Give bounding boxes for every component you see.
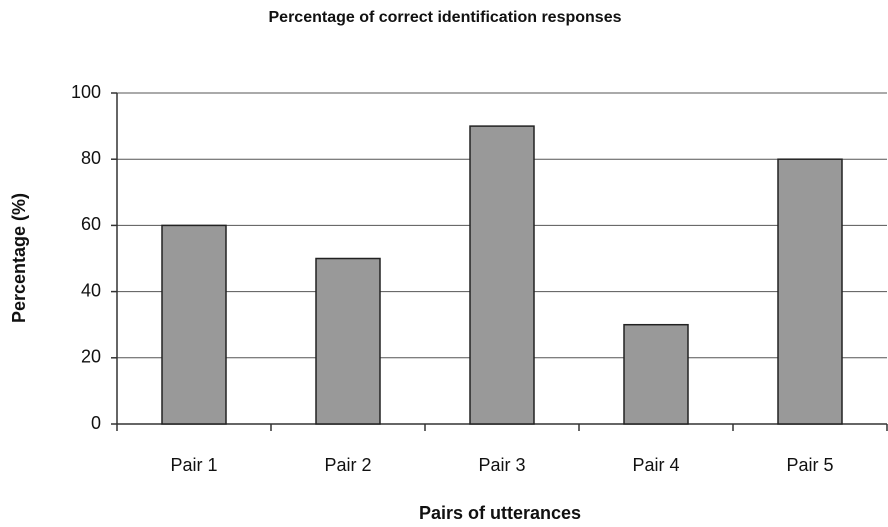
y-tick-label: 20 <box>81 347 101 367</box>
y-tick-label: 100 <box>71 82 101 102</box>
x-tick-label: Pair 1 <box>170 455 217 475</box>
bar <box>469 125 535 425</box>
bar <box>315 257 381 425</box>
x-tick-label: Pair 4 <box>632 455 679 475</box>
y-tick-label: 80 <box>81 148 101 168</box>
bar <box>777 158 843 425</box>
y-tick-label: 40 <box>81 280 101 300</box>
x-tick-label: Pair 3 <box>478 455 525 475</box>
chart-title: Percentage of correct identification res… <box>269 9 622 26</box>
bar <box>161 224 227 425</box>
x-axis-label: Pairs of utterances <box>419 503 581 523</box>
x-tick-label: Pair 2 <box>324 455 371 475</box>
y-tick-label: 0 <box>91 413 101 433</box>
y-axis-label: Percentage (%) <box>9 193 29 323</box>
y-tick-label: 60 <box>81 214 101 234</box>
bar <box>623 323 689 425</box>
x-tick-label: Pair 5 <box>786 455 833 475</box>
